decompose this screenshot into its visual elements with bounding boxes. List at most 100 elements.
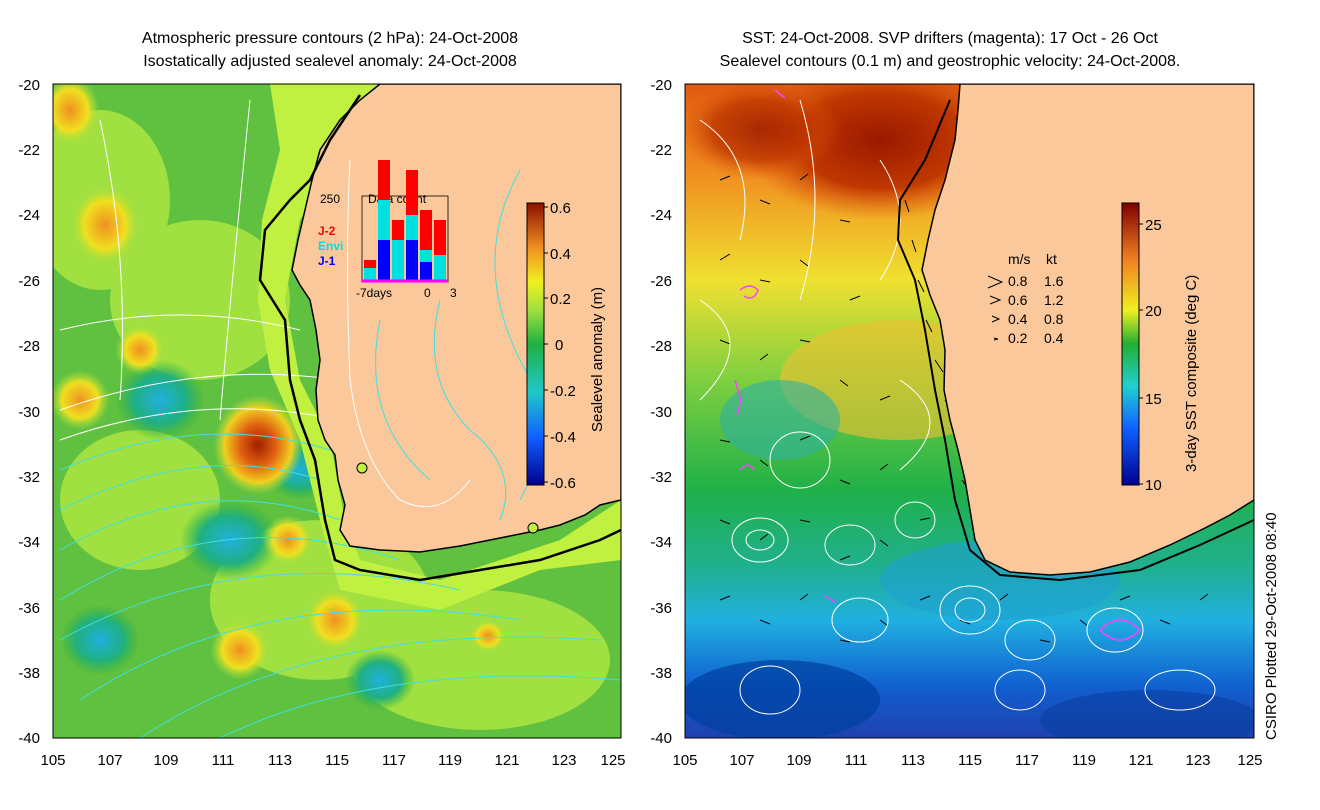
inset-bars: [364, 160, 446, 280]
lon-tick: 105: [40, 752, 65, 769]
sla-shelf-band: [258, 84, 621, 610]
lon-tick: 125: [600, 752, 625, 769]
speed-row-ms: 0.2: [1008, 330, 1028, 346]
lon-tick: 117: [382, 752, 406, 769]
lat-tick: -38: [650, 665, 672, 682]
lon-tick: 111: [212, 752, 235, 769]
sla-tick: 0.2: [550, 291, 571, 308]
lat-tick: -24: [650, 207, 672, 224]
speed-row-ms: 0.6: [1008, 292, 1028, 308]
sla-tick: 0: [555, 337, 563, 354]
lon-tick: 117: [1015, 752, 1039, 769]
right-map-title-line1: SST: 24-Oct-2008. SVP drifters (magenta)…: [742, 30, 1158, 47]
sla-colorbar: 0.6 0.4 0.2 0 -0.2 -0.4 -0.6 Sealevel an…: [526, 200, 606, 492]
station-marker: [527, 522, 539, 534]
land: [921, 84, 1254, 576]
sst-tick: 25: [1145, 217, 1162, 234]
sla-tick: 0.6: [550, 200, 571, 217]
sst-tick: 15: [1145, 391, 1162, 408]
left-lon-axis: 105 107 109 111 113 115 117 119 121 123 …: [40, 752, 625, 769]
lat-tick: -20: [650, 77, 672, 94]
coast-shelf-edge: [896, 99, 1254, 582]
inset-xtick: 0: [424, 286, 431, 300]
speed-legend: m/s kt 0.8 1.6 0.6 1.2 0.4 0.8 0.2 0.4: [987, 251, 1064, 346]
sla-tick: -0.4: [550, 429, 576, 446]
data-count-inset: 250 Data count -7days 0: [318, 160, 457, 300]
lon-tick: 115: [325, 752, 349, 769]
lat-tick: -40: [650, 730, 672, 747]
lat-tick: -32: [18, 469, 40, 486]
lon-tick: 109: [786, 752, 811, 769]
speed-row-kt: 1.2: [1044, 292, 1064, 308]
speed-header-kt: kt: [1046, 251, 1057, 267]
left-map-title-line2: Isostatically adjusted sealevel anomaly:…: [143, 53, 517, 70]
right-map-frame: [684, 83, 1255, 739]
lon-tick: 107: [729, 752, 754, 769]
right-map: m/s kt 0.8 1.6 0.6 1.2 0.4 0.8 0.2 0.4 2…: [685, 84, 1254, 738]
lat-tick: -32: [650, 469, 672, 486]
lon-tick: 121: [494, 752, 519, 769]
speed-header-ms: m/s: [1008, 251, 1031, 267]
lat-tick: -38: [18, 665, 40, 682]
right-map-title-line2: Sealevel contours (0.1 m) and geostrophi…: [719, 53, 1181, 70]
station-marker: [356, 462, 368, 474]
left-map-title-line1: Atmospheric pressure contours (2 hPa): 2…: [141, 30, 519, 47]
speed-row-kt: 1.6: [1044, 273, 1064, 289]
left-map-frame: [52, 83, 622, 739]
legend-j1: J-1: [318, 254, 336, 268]
lat-tick: -34: [18, 534, 40, 551]
lon-tick: 121: [1128, 752, 1153, 769]
inset-xtick: -7days: [356, 286, 392, 300]
land-pressure-contour: [347, 159, 471, 508]
sla-tick: -0.2: [550, 383, 576, 400]
plot-footer: CSIRO Plotted 29-Oct-2008 08:40: [1263, 512, 1280, 740]
lon-tick: 107: [97, 752, 122, 769]
legend-envi: Envi: [318, 239, 343, 253]
speed-row-kt: 0.4: [1044, 330, 1064, 346]
lat-tick: -20: [18, 77, 40, 94]
lon-tick: 105: [672, 752, 697, 769]
lat-tick: -40: [18, 730, 40, 747]
shelf-edge: [258, 94, 621, 582]
lon-tick: 123: [551, 752, 576, 769]
lon-tick: 115: [958, 752, 982, 769]
lat-tick: -30: [650, 404, 672, 421]
lon-tick: 113: [901, 752, 925, 769]
sst-tick: 10: [1145, 477, 1162, 494]
sst-colorbar: 25 20 15 10 3-day SST composite (deg C): [1121, 202, 1200, 494]
sst-colorbar-label: 3-day SST composite (deg C): [1183, 275, 1200, 472]
lat-tick: -36: [18, 600, 40, 617]
right-lat-axis: -20 -22 -24 -26 -28 -30 -32 -34 -36 -38 …: [650, 77, 672, 747]
pressure-contours: [59, 99, 621, 738]
lat-tick: -36: [650, 600, 672, 617]
lon-tick: 109: [153, 752, 178, 769]
lon-tick: 111: [845, 752, 868, 769]
lat-tick: -26: [18, 273, 40, 290]
lon-tick: 123: [1185, 752, 1210, 769]
lon-tick: 125: [1237, 752, 1262, 769]
sealevel-contours: [699, 99, 1216, 715]
speed-row-ms: 0.8: [1008, 273, 1028, 289]
inset-xtick: 3: [450, 286, 457, 300]
lat-tick: -26: [650, 273, 672, 290]
lat-tick: -22: [650, 142, 672, 159]
speed-row-ms: 0.4: [1008, 311, 1028, 327]
lon-tick: 119: [1072, 752, 1096, 769]
lat-tick: -34: [650, 534, 672, 551]
sla-colorbar-label: Sealevel anomaly (m): [589, 287, 606, 432]
lat-tick: -30: [18, 404, 40, 421]
lat-tick: -28: [650, 338, 672, 355]
lat-tick: -28: [18, 338, 40, 355]
lat-tick: -24: [18, 207, 40, 224]
lat-tick: -22: [18, 142, 40, 159]
speed-row-kt: 0.8: [1044, 311, 1064, 327]
left-lat-axis: -20 -22 -24 -26 -28 -30 -32 -34 -36 -38 …: [18, 77, 40, 747]
lon-tick: 113: [268, 752, 292, 769]
sla-tick: -0.6: [550, 475, 576, 492]
inset-ymax: 250: [320, 192, 340, 206]
right-lon-axis: 105 107 109 111 113 115 117 119 121 123 …: [672, 752, 1262, 769]
sla-tick: 0.4: [550, 246, 571, 263]
legend-j2: J-2: [318, 224, 336, 238]
left-map: 250 Data count -7days 0: [53, 84, 621, 738]
